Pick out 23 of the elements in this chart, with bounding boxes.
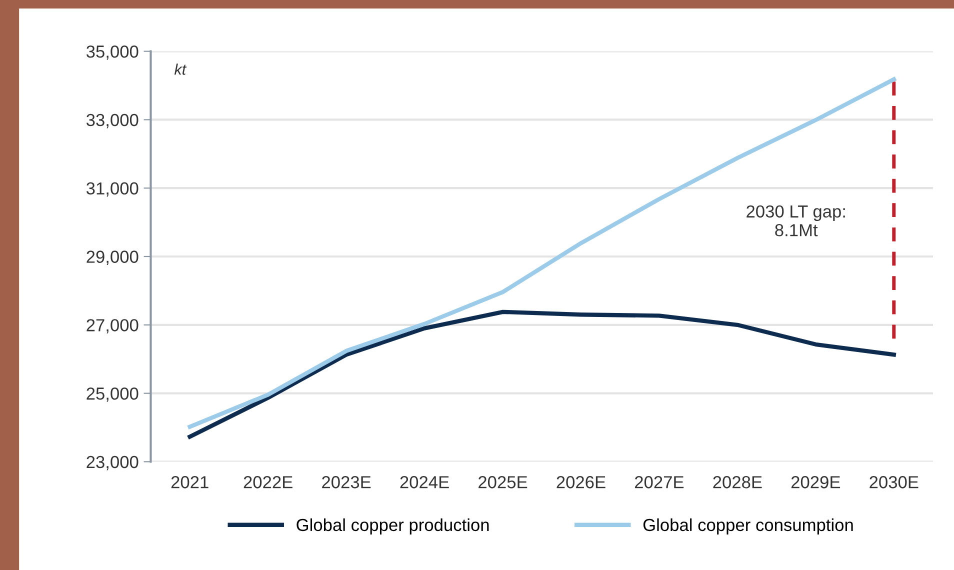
annotation: 2030 LT gap: 8.1Mt (746, 205, 845, 236)
legend-label: Global copper consumption (643, 518, 853, 535)
y-axis-title: kt (174, 64, 187, 75)
y-tick-label: 33,000 (86, 114, 138, 128)
x-tick-label: 2025E (478, 476, 528, 488)
x-tick-label: 2024E (400, 476, 449, 488)
y-tick-label: 35,000 (86, 45, 138, 60)
y-tick-label: 31,000 (86, 182, 138, 197)
y-tick-label: 29,000 (86, 250, 138, 266)
x-tick-label: 2023E (322, 476, 371, 488)
x-tick-label: 2029E (791, 476, 840, 488)
y-tick-label: 27,000 (86, 319, 138, 334)
x-tick-label: 2022E (244, 476, 292, 488)
y-tick-label: 23,000 (86, 456, 138, 470)
x-tick-label: 2027E (634, 476, 684, 488)
x-tick-label: 2030E (870, 476, 918, 488)
x-tick-label: 2026E (556, 476, 606, 488)
line-series (188, 77, 896, 429)
y-tick-label: 25,000 (86, 387, 138, 402)
legend-label: Global copper production (296, 518, 489, 535)
line-series (188, 310, 896, 439)
x-tick-label: 2028E (713, 476, 762, 488)
x-tick-label: 2021 (171, 476, 208, 488)
